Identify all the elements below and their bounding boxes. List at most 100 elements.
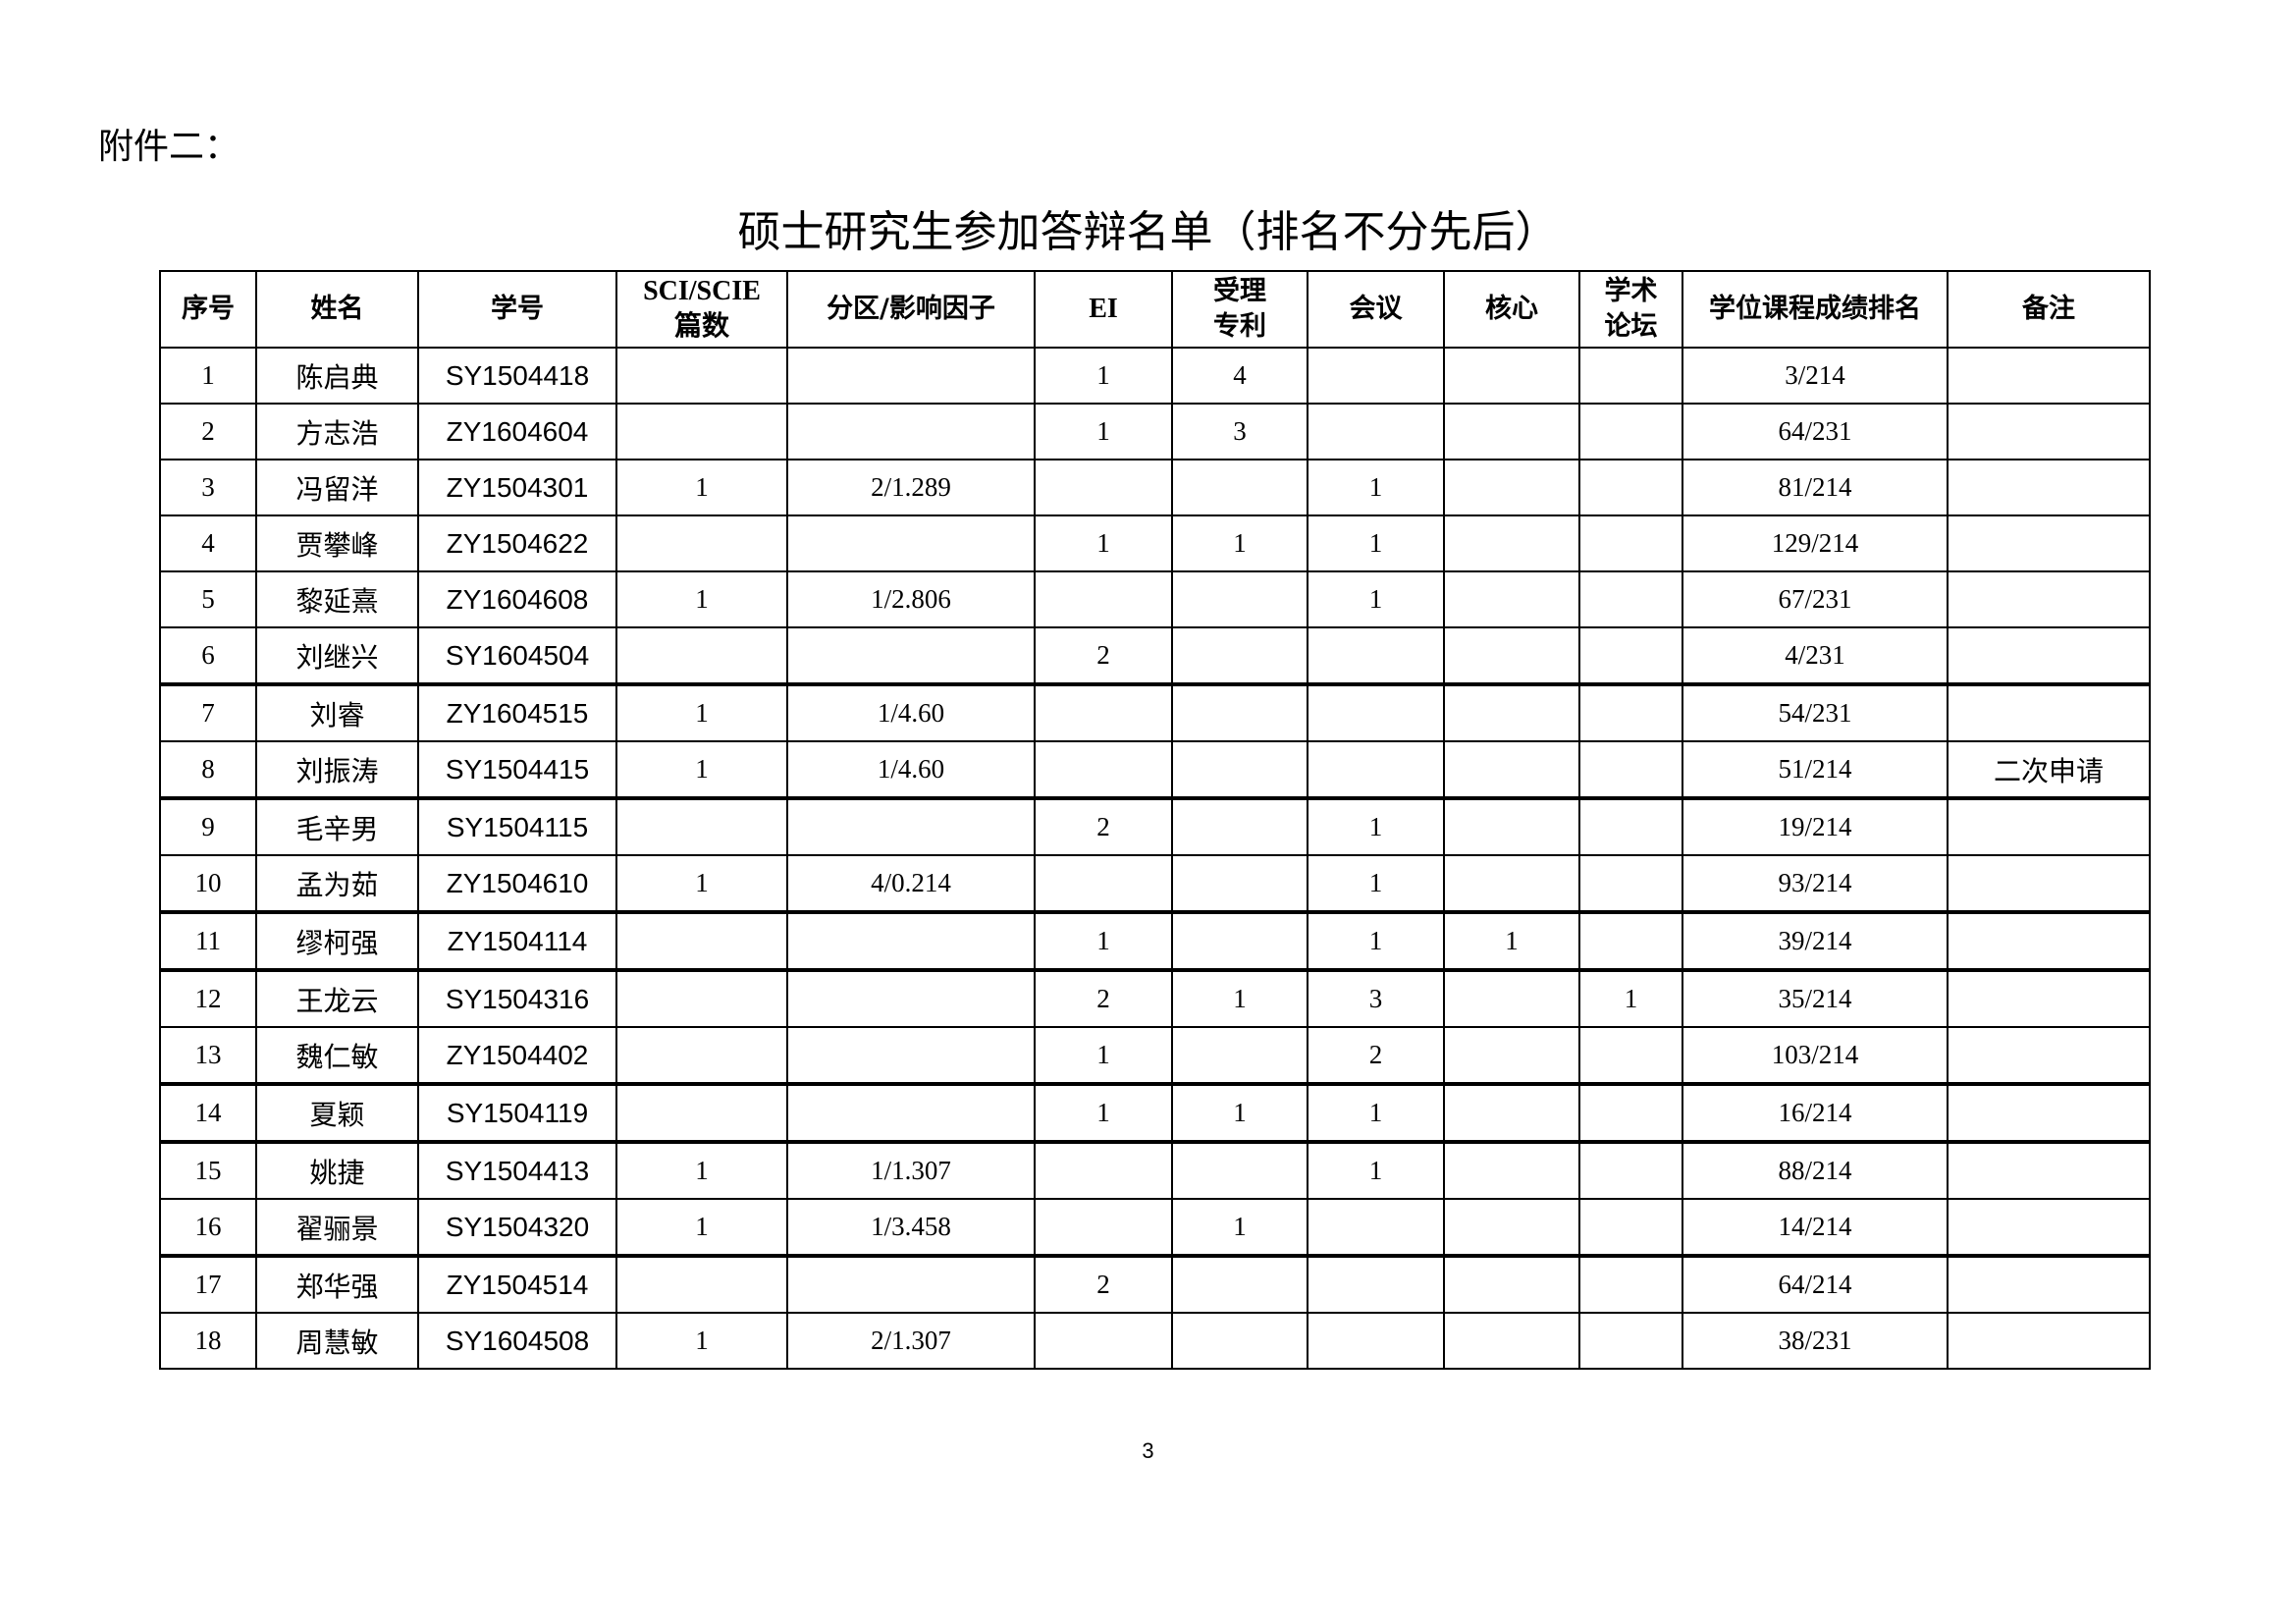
cell-partition-impact-factor (786, 910, 1036, 971)
cell-student-id: SY1504115 (417, 796, 617, 856)
cell-forum (1578, 1140, 1683, 1200)
table-header-row: 序号 姓名 学号 SCI/SCIE 篇数 分区/影响因子 EI 受理 专利 会议 核心 学术 论坛 学位课… (159, 270, 2151, 349)
cell-seq: 9 (159, 796, 257, 856)
table-row: 17 郑华强 ZY1504514 2 64/214 (159, 1254, 2151, 1314)
cell-student-id: ZY1604515 (417, 682, 617, 742)
cell-conference (1307, 1254, 1445, 1314)
document-title: 硕士研究生参加答辩名单（排名不分先后） (737, 207, 1559, 257)
cell-name: 周慧敏 (255, 1312, 419, 1370)
cell-course-rank: 51/214 (1682, 740, 1949, 799)
cell-conference: 1 (1307, 910, 1445, 971)
cell-ei (1034, 854, 1173, 913)
cell-ei (1034, 682, 1173, 742)
cell-sci-count (615, 514, 788, 572)
cell-student-id: ZY1504301 (417, 459, 617, 516)
cell-sci-count (615, 347, 788, 405)
cell-student-id: ZY1504402 (417, 1026, 617, 1085)
cell-seq: 15 (159, 1140, 257, 1200)
cell-sci-count: 1 (615, 570, 788, 628)
cell-name: 毛辛男 (255, 796, 419, 856)
cell-forum (1578, 682, 1683, 742)
cell-patent (1171, 626, 1308, 685)
cell-core (1443, 740, 1580, 799)
cell-course-rank: 54/231 (1682, 682, 1949, 742)
cell-note (1947, 514, 2151, 572)
header-text: 备注 (2022, 294, 2075, 324)
cell-note (1947, 910, 2151, 971)
cell-forum (1578, 910, 1683, 971)
cell-conference (1307, 1312, 1445, 1370)
cell-sci-count (615, 796, 788, 856)
cell-seq: 8 (159, 740, 257, 799)
cell-ei (1034, 1140, 1173, 1200)
header-text: 学位课程成绩排名 (1709, 294, 1921, 324)
header-partition-impact-factor: 分区/影响因子 (786, 270, 1036, 349)
cell-core (1443, 1198, 1580, 1257)
cell-note (1947, 1312, 2151, 1370)
cell-note (1947, 570, 2151, 628)
cell-partition-impact-factor (786, 347, 1036, 405)
cell-partition-impact-factor: 1/4.60 (786, 682, 1036, 742)
cell-patent (1171, 682, 1308, 742)
cell-sci-count: 1 (615, 1140, 788, 1200)
header-note: 备注 (1947, 270, 2151, 349)
cell-forum (1578, 403, 1683, 460)
cell-ei (1034, 570, 1173, 628)
cell-note (1947, 682, 2151, 742)
cell-patent (1171, 1254, 1308, 1314)
cell-sci-count: 1 (615, 1312, 788, 1370)
cell-conference (1307, 682, 1445, 742)
table-row: 4 贾攀峰 ZY1504622 1 1 1 129/214 (159, 514, 2151, 572)
cell-patent (1171, 570, 1308, 628)
cell-seq: 10 (159, 854, 257, 913)
cell-patent (1171, 740, 1308, 799)
cell-note (1947, 1198, 2151, 1257)
cell-ei: 1 (1034, 514, 1173, 572)
cell-core (1443, 626, 1580, 685)
cell-forum (1578, 1198, 1683, 1257)
cell-course-rank: 67/231 (1682, 570, 1949, 628)
cell-course-rank: 64/231 (1682, 403, 1949, 460)
header-text: 专利 (1213, 311, 1266, 342)
cell-sci-count: 1 (615, 1198, 788, 1257)
cell-seq: 6 (159, 626, 257, 685)
cell-course-rank: 38/231 (1682, 1312, 1949, 1370)
cell-patent (1171, 796, 1308, 856)
cell-core (1443, 796, 1580, 856)
cell-student-id: SY1504320 (417, 1198, 617, 1257)
cell-conference: 1 (1307, 570, 1445, 628)
table-row: 16 翟骊景 SY1504320 1 1/3.458 1 14/214 (159, 1198, 2151, 1257)
cell-conference: 2 (1307, 1026, 1445, 1085)
cell-patent: 4 (1171, 347, 1308, 405)
cell-sci-count: 1 (615, 459, 788, 516)
cell-conference: 1 (1307, 459, 1445, 516)
header-ei: EI (1034, 270, 1173, 349)
cell-seq: 11 (159, 910, 257, 971)
table-row: 15 姚捷 SY1504413 1 1/1.307 1 88/214 (159, 1140, 2151, 1200)
table-row: 3 冯留洋 ZY1504301 1 2/1.289 1 81/214 (159, 459, 2151, 516)
cell-ei: 1 (1034, 1026, 1173, 1085)
cell-forum (1578, 854, 1683, 913)
cell-conference (1307, 1198, 1445, 1257)
cell-partition-impact-factor (786, 968, 1036, 1028)
cell-note (1947, 854, 2151, 913)
header-forum: 学术 论坛 (1578, 270, 1683, 349)
cell-seq: 17 (159, 1254, 257, 1314)
cell-ei: 2 (1034, 626, 1173, 685)
cell-sci-count: 1 (615, 682, 788, 742)
header-text: 篇数 (673, 311, 729, 342)
cell-patent (1171, 459, 1308, 516)
header-name: 姓名 (255, 270, 419, 349)
cell-course-rank: 35/214 (1682, 968, 1949, 1028)
cell-forum: 1 (1578, 968, 1683, 1028)
cell-note: 二次申请 (1947, 740, 2151, 799)
cell-note (1947, 626, 2151, 685)
cell-patent: 1 (1171, 968, 1308, 1028)
cell-patent: 1 (1171, 514, 1308, 572)
cell-ei (1034, 1312, 1173, 1370)
header-text: 学术 (1604, 276, 1658, 306)
cell-partition-impact-factor: 1/2.806 (786, 570, 1036, 628)
cell-seq: 5 (159, 570, 257, 628)
cell-ei: 1 (1034, 1082, 1173, 1143)
cell-forum (1578, 1082, 1683, 1143)
